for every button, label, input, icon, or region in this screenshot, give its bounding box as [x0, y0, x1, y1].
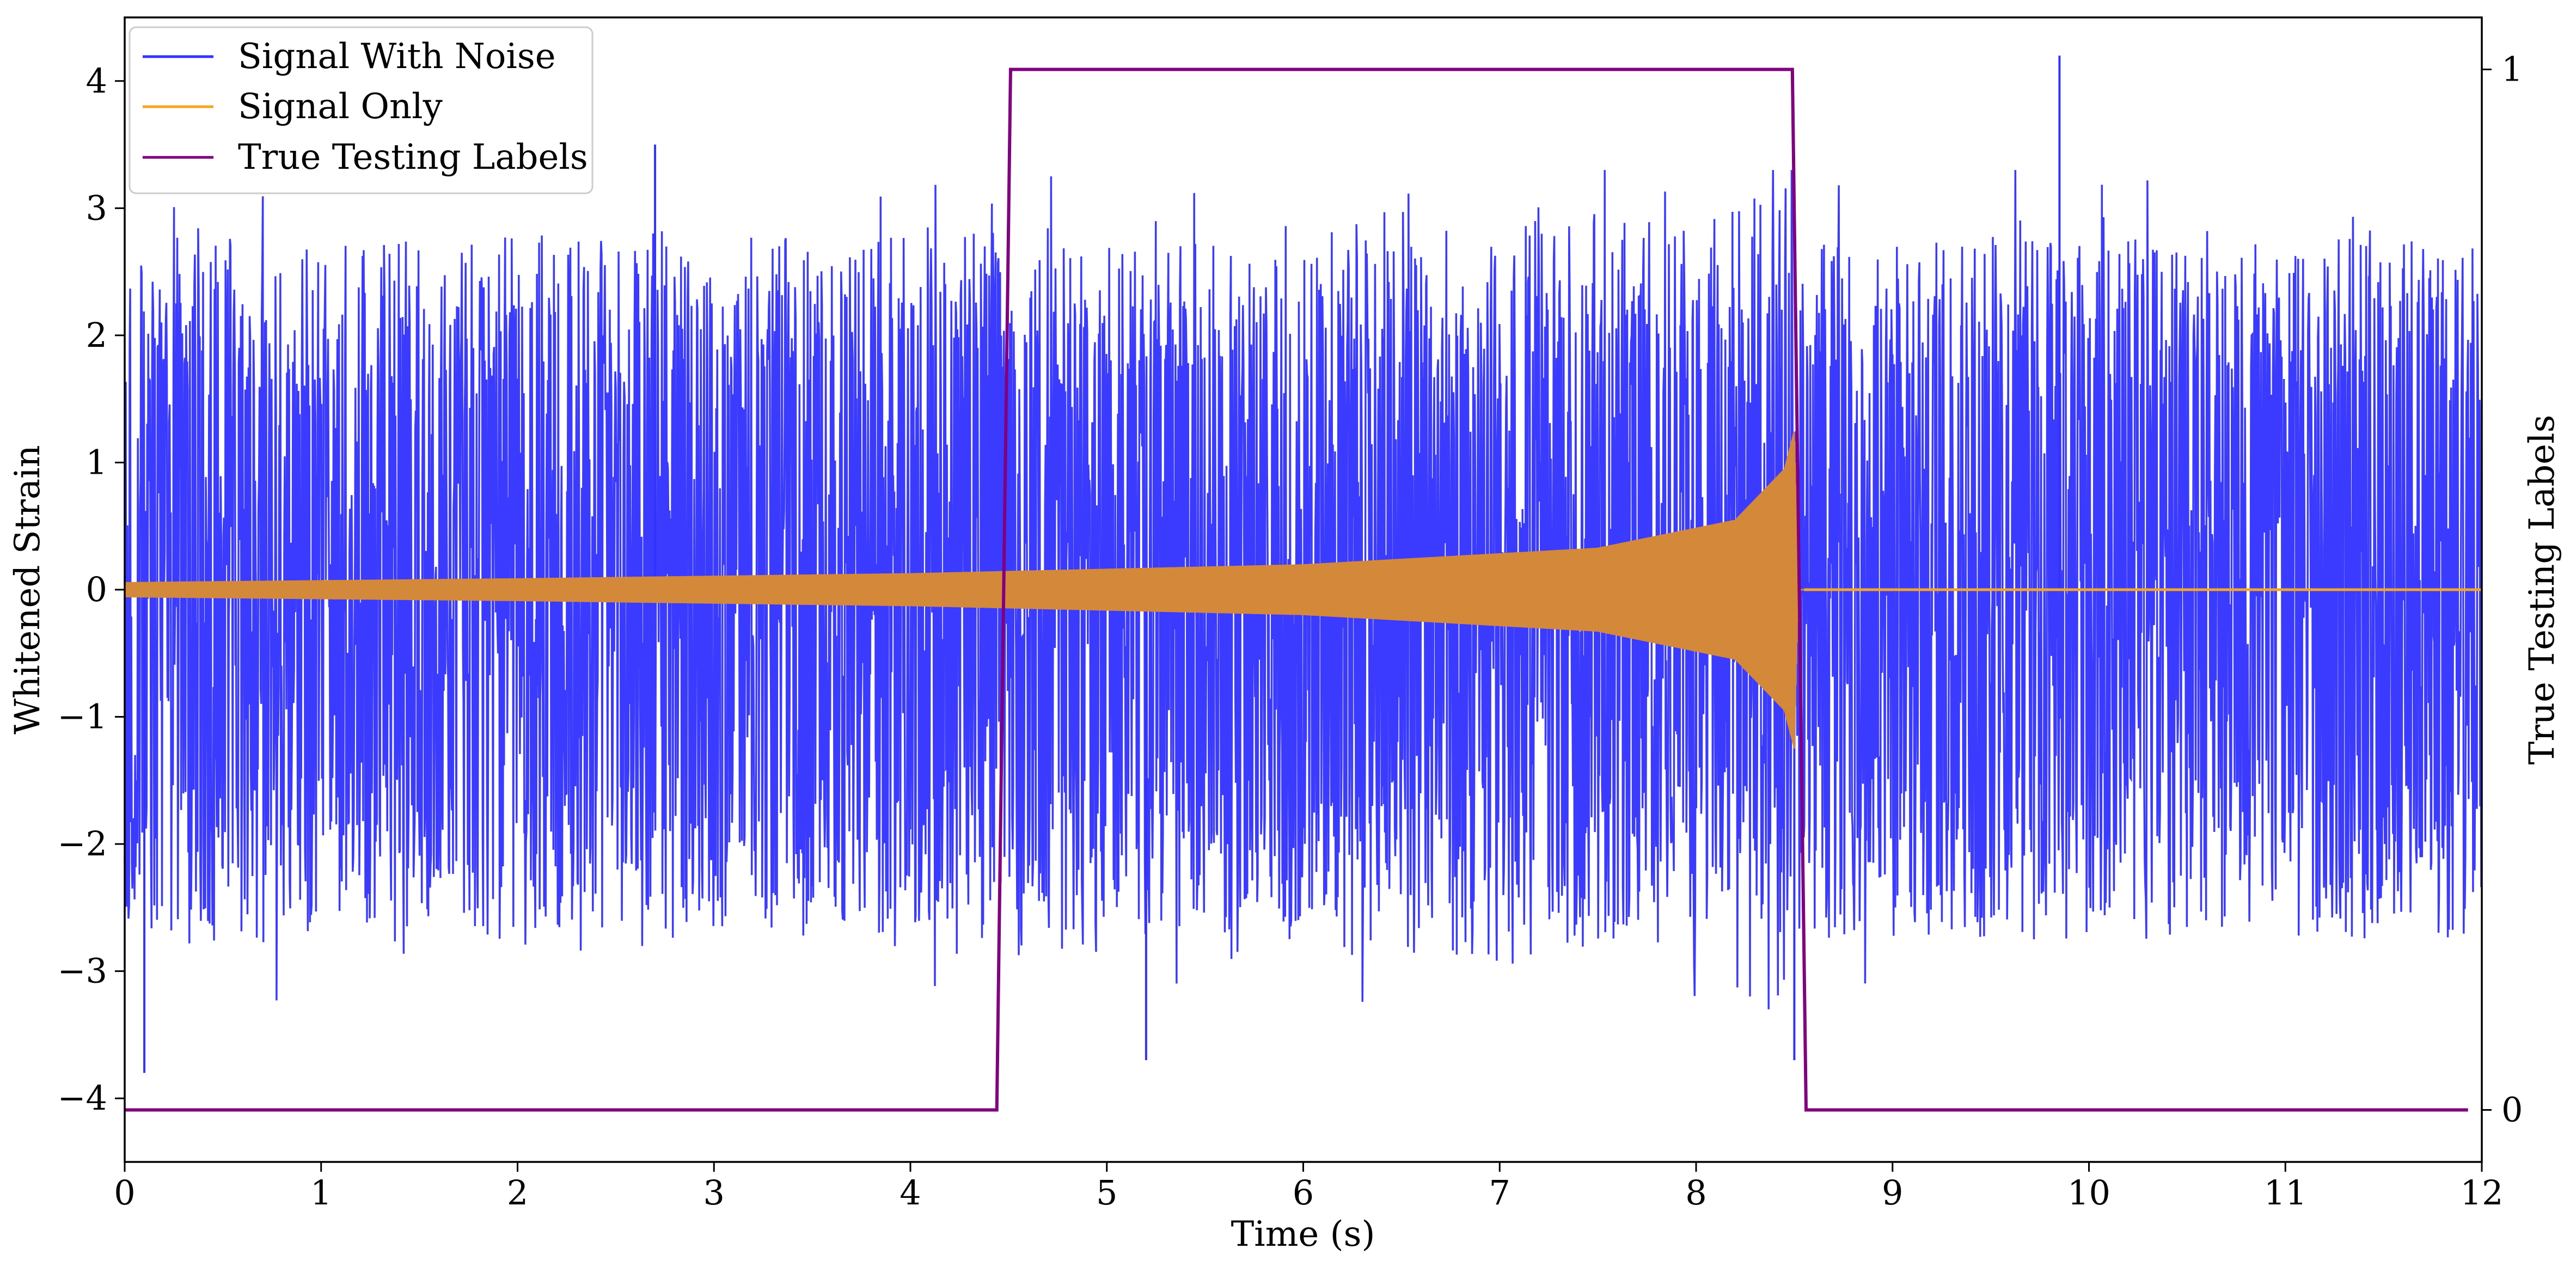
y-tick-label: 2 [86, 315, 107, 355]
series-signal-with-noise [125, 56, 2482, 1073]
signal-with-noise-line [125, 170, 2482, 1009]
x-tick-label: 9 [1882, 1173, 1903, 1213]
y-tick-label: −3 [58, 951, 107, 991]
legend-label-signal-with-noise: Signal With Noise [238, 36, 556, 77]
y-tick-label: 0 [86, 570, 107, 609]
y-right-tick-label: 0 [2501, 1090, 2523, 1129]
y-axis-left: −4 −3 −2 −1 0 1 2 3 4 [58, 61, 125, 1118]
y-tick-label: 1 [86, 442, 107, 482]
x-tick-label: 6 [1293, 1173, 1314, 1213]
y-tick-label: 3 [86, 188, 107, 228]
x-tick-label: 11 [2264, 1173, 2307, 1213]
x-tick-label: 0 [114, 1173, 135, 1213]
y-tick-label: −4 [58, 1078, 107, 1118]
legend-label-signal-only: Signal Only [238, 87, 443, 127]
y-tick-label: −1 [58, 697, 107, 737]
legend-box [129, 26, 593, 194]
x-tick-label: 5 [1096, 1173, 1117, 1213]
x-tick-label: 4 [900, 1173, 921, 1213]
x-tick-label: 12 [2461, 1173, 2504, 1213]
y-axis-title-right: True Testing Labels [2522, 415, 2562, 765]
x-tick-label: 2 [507, 1173, 528, 1213]
x-tick-label: 7 [1489, 1173, 1510, 1213]
y-axis-right: 01 [2482, 50, 2523, 1129]
x-axis: 0 1 2 3 4 5 6 7 8 9 10 11 12 [114, 1162, 2503, 1213]
y-axis-title-left: Whitened Strain [8, 445, 48, 734]
y-right-tick-label: 1 [2501, 50, 2523, 89]
legend-label-true-testing-labels: True Testing Labels [238, 137, 588, 178]
legend: Signal With Noise Signal Only True Testi… [129, 26, 593, 194]
series-true-testing-labels [125, 68, 2468, 1112]
series-signal-only [125, 431, 2482, 749]
y-tick-label: 4 [86, 61, 107, 101]
true-testing-labels-line [125, 68, 2468, 1112]
y-tick-label: −2 [58, 824, 107, 864]
x-tick-label: 8 [1685, 1173, 1706, 1213]
x-tick-label: 3 [703, 1173, 725, 1213]
x-tick-label: 1 [310, 1173, 332, 1213]
x-tick-label: 10 [2067, 1173, 2110, 1213]
x-axis-title: Time (s) [1231, 1214, 1375, 1254]
